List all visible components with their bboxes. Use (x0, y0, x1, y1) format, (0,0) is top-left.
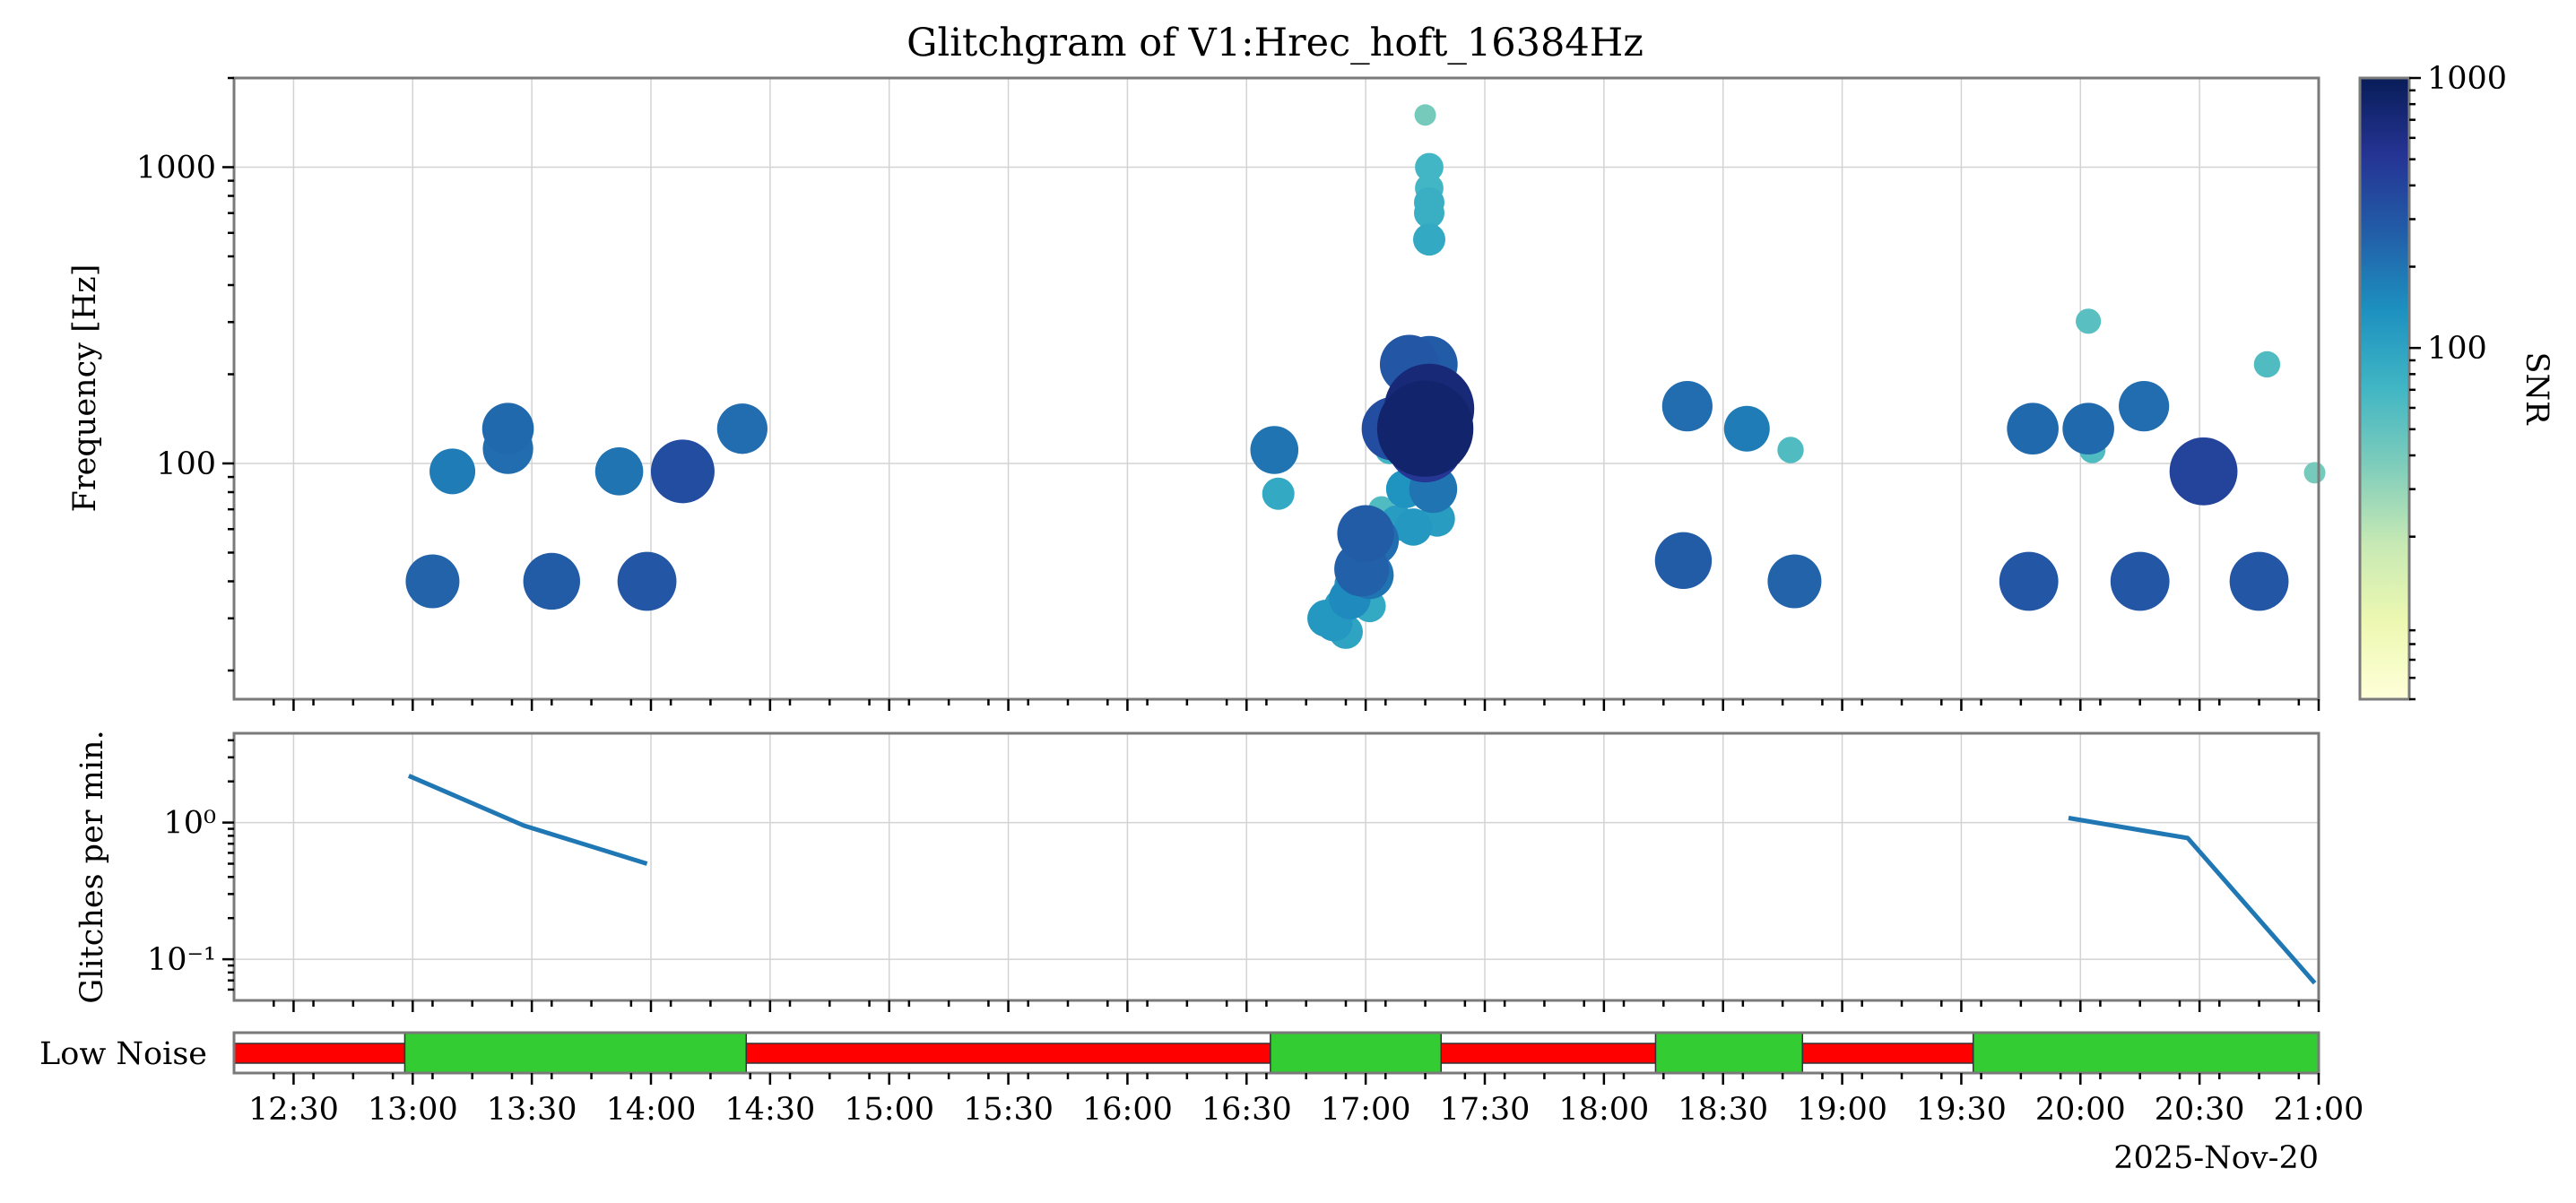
glitch-point (1414, 186, 1444, 218)
glitch-point (2110, 551, 2170, 611)
rate-ytick-label: 10⁻¹ (147, 942, 216, 978)
glitch-point (2229, 551, 2289, 611)
scatter-panel: 100 1000 Frequency [Hz] (67, 76, 2326, 711)
x-tick-label: 13:00 (368, 1092, 458, 1128)
glitch-point (2303, 462, 2326, 484)
colorbar-label-snr: SNR (2519, 352, 2554, 427)
glitch-point (1654, 532, 1713, 590)
glitch-point (2169, 437, 2238, 506)
glitch-point (1661, 381, 1713, 432)
x-axis-date-label: 2025-Nov-20 (2113, 1140, 2319, 1176)
x-tick-label: 18:00 (1558, 1092, 1649, 1128)
x-tick-label: 20:00 (2035, 1092, 2126, 1128)
x-tick-label: 18:30 (1678, 1092, 1768, 1128)
glitch-point (2062, 402, 2114, 455)
glitch-rate-line (407, 774, 648, 866)
glitch-point (1777, 437, 1804, 463)
x-tick-label: 17:00 (1321, 1092, 1411, 1128)
glitch-point (1376, 380, 1474, 477)
glitch-point (594, 447, 644, 496)
rate-panel: 10⁻¹ 10⁰ Glitches per min. (74, 730, 2320, 1012)
x-tick-label: 19:30 (1916, 1092, 2007, 1128)
segment-on (403, 1032, 748, 1074)
glitch-point (1414, 104, 1436, 126)
glitch-point (2253, 351, 2281, 378)
y-axis-label-glitch-rate: Glitches per min. (74, 730, 110, 1003)
glitch-point (1999, 551, 2059, 611)
rate-ytick-label: 10⁰ (163, 806, 216, 842)
segment-off (233, 1043, 406, 1064)
colorbar-tick-label: 1000 (2427, 61, 2507, 97)
x-tick-label: 15:30 (963, 1092, 1054, 1128)
glitch-point (2119, 381, 2170, 432)
glitch-point (429, 448, 476, 495)
chart-title: Glitchgram of V1:Hrec_hoft_16384Hz (906, 21, 1644, 65)
x-tick-label: 20:30 (2155, 1092, 2245, 1128)
x-tick-label: 16:30 (1201, 1092, 1292, 1128)
glitch-rate-line (2068, 816, 2317, 985)
glitch-point (650, 439, 715, 504)
glitch-point (405, 554, 460, 609)
glitch-point (1250, 426, 1299, 474)
glitch-point (481, 402, 534, 455)
glitch-point (2007, 402, 2059, 455)
glitch-point (1394, 508, 1433, 546)
x-tick-label: 14:00 (606, 1092, 697, 1128)
segment-label-low-noise: Low Noise (39, 1036, 207, 1072)
glitch-point (617, 551, 677, 611)
segment-panel: Low Noise 12:30 13:00 13:30 14:00 14:30 15:00… (39, 1031, 2364, 1176)
segment-off (1440, 1043, 1657, 1064)
segment-off (745, 1043, 1271, 1064)
glitch-point (2076, 308, 2102, 334)
scatter-ytick-label: 1000 (136, 150, 216, 186)
glitch-point (1415, 152, 1444, 182)
scatter-ytick-label: 100 (156, 446, 216, 482)
colorbar-tick-label: 100 (2427, 331, 2487, 367)
glitch-point (523, 552, 580, 610)
segment-on (1654, 1032, 1804, 1074)
glitch-point (1413, 223, 1445, 256)
segment-on (1270, 1032, 1443, 1074)
y-axis-label-frequency: Frequency [Hz] (67, 264, 103, 513)
x-tick-label: 19:00 (1797, 1092, 1887, 1128)
snr-colorbar: 100 1000 SNR (2358, 61, 2554, 701)
glitch-point (1337, 505, 1394, 562)
glitch-point (1262, 477, 1295, 510)
segment-on (1972, 1032, 2320, 1074)
x-tick-label: 14:30 (724, 1092, 815, 1128)
x-tick-label: 21:00 (2274, 1092, 2364, 1128)
x-tick-label: 12:30 (248, 1092, 339, 1128)
segment-off (1801, 1043, 1974, 1064)
x-tick-label: 15:00 (844, 1092, 934, 1128)
colorbar-gradient (2360, 78, 2409, 699)
x-tick-label: 17:30 (1440, 1092, 1531, 1128)
x-tick-label: 13:30 (487, 1092, 577, 1128)
glitch-point (716, 403, 768, 454)
glitch-point (1767, 554, 1822, 609)
glitch-point (1723, 405, 1770, 452)
x-tick-label: 16:00 (1082, 1092, 1173, 1128)
